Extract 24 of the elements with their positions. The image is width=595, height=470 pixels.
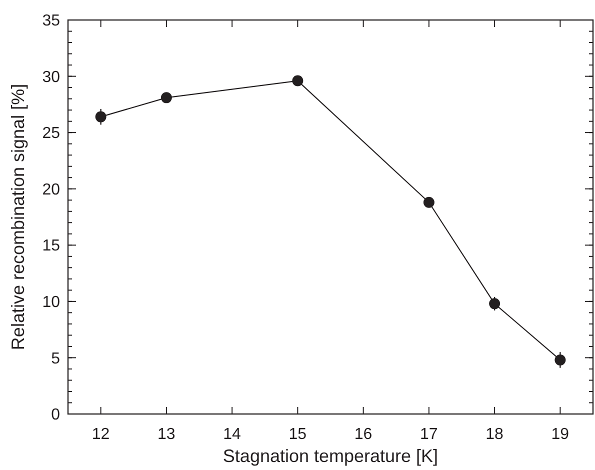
point [489, 298, 500, 310]
y-tick-label: 0 [51, 406, 60, 424]
x-tick-label: 14 [223, 426, 242, 443]
x-tick-label: 12 [92, 426, 110, 443]
point [423, 196, 434, 208]
x-tick-label: 19 [551, 426, 570, 443]
y-tick-label: 10 [42, 294, 60, 312]
y-tick-label: 25 [42, 125, 60, 142]
x-tick-label: 17 [420, 426, 438, 443]
point [292, 75, 304, 86]
x-tick-label: 15 [288, 426, 307, 443]
y-tick-label: 15 [42, 238, 60, 255]
point [554, 354, 566, 366]
point [160, 92, 172, 104]
x-tick-label: 13 [158, 426, 176, 443]
y-tick-label: 20 [42, 181, 60, 198]
x-tick-label: 18 [486, 426, 504, 443]
y-tick-label: 30 [42, 68, 60, 86]
x-tick-label: 16 [354, 426, 372, 443]
y-axis-title: Relative recombination signal [%] [8, 84, 28, 350]
y-tick-label: 35 [42, 12, 60, 30]
y-tick-label: 5 [51, 350, 60, 368]
x-axis-title: Stagnation temperature [K] [222, 446, 438, 466]
point [95, 111, 106, 122]
